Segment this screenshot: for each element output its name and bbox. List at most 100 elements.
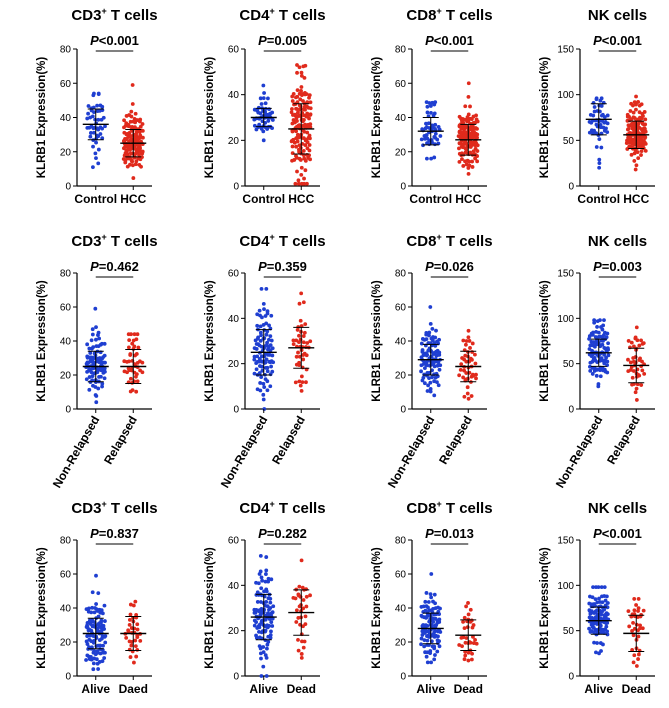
y-tick-label: 60	[395, 303, 407, 314]
data-point	[461, 120, 466, 125]
data-point	[457, 643, 462, 647]
x-category-label: Alive	[81, 682, 110, 696]
data-point	[131, 603, 136, 608]
data-point	[135, 647, 140, 652]
y-axis-label: KLRB1 Expression(%)	[36, 547, 48, 669]
y-tick-label: 100	[557, 314, 574, 325]
data-point	[468, 346, 472, 350]
data-point	[643, 148, 648, 153]
data-point	[134, 372, 139, 377]
data-point	[296, 648, 301, 653]
data-point	[629, 340, 634, 345]
data-point	[302, 181, 307, 186]
p-value: P=0.837	[90, 526, 139, 541]
data-point	[102, 656, 107, 660]
data-point	[134, 612, 139, 617]
data-point	[305, 130, 310, 135]
title-rest: T cells	[442, 500, 493, 517]
data-point	[633, 335, 638, 340]
data-point	[466, 171, 471, 176]
data-point	[433, 131, 438, 136]
data-point	[597, 161, 602, 166]
data-point	[258, 338, 263, 343]
data-point	[269, 338, 274, 343]
data-point	[630, 375, 635, 380]
data-point	[428, 380, 433, 385]
series-control	[417, 100, 444, 161]
data-point	[632, 151, 637, 156]
data-point	[265, 625, 270, 630]
data-point	[289, 110, 294, 115]
y-tick-label: 60	[395, 570, 407, 581]
data-point	[289, 139, 294, 144]
data-point	[127, 124, 132, 129]
data-point	[588, 368, 593, 373]
data-point	[466, 601, 470, 605]
data-point	[606, 341, 610, 346]
data-point	[299, 558, 304, 563]
data-point	[592, 320, 597, 325]
data-point	[130, 102, 135, 106]
title-main: CD3	[71, 7, 101, 24]
data-point	[259, 102, 264, 106]
data-point	[270, 126, 274, 131]
panel-9: CD3+ T cells P=0.837 0 20 40 60 80 KLRB1 Expres…	[36, 499, 158, 696]
data-point	[127, 338, 132, 343]
data-point	[254, 635, 259, 640]
data-point	[438, 363, 443, 368]
data-point	[140, 122, 145, 126]
panel-title: CD8+ T cells	[406, 499, 492, 517]
title-rest: T cells	[275, 7, 326, 24]
title-rest: T cells	[107, 233, 158, 250]
data-point	[297, 363, 302, 368]
y-tick-label: 150	[557, 536, 574, 547]
data-point	[429, 111, 433, 115]
p-value: P=0.462	[90, 259, 139, 274]
data-point	[426, 633, 430, 638]
data-point	[419, 636, 424, 641]
data-point	[605, 113, 610, 118]
data-point	[303, 614, 308, 619]
data-point	[140, 370, 145, 375]
data-point	[302, 129, 307, 134]
panel-6: CD4+ T cells P=0.359 0 20 40 60 KLRB1 Expressi…	[204, 232, 326, 490]
data-point	[133, 111, 138, 116]
panel-title: CD8+ T cells	[406, 6, 492, 24]
data-point	[634, 664, 639, 668]
data-point	[126, 345, 131, 350]
data-point	[255, 312, 260, 317]
data-point	[131, 176, 136, 180]
data-point	[605, 620, 610, 625]
data-point	[419, 341, 424, 346]
data-point	[633, 355, 638, 359]
data-point	[424, 654, 429, 659]
data-point	[100, 611, 105, 616]
title-main: CD4	[239, 7, 270, 24]
title-rest: T cells	[107, 7, 158, 24]
data-point	[135, 622, 140, 627]
data-point	[128, 376, 133, 381]
data-point	[433, 122, 438, 127]
data-point	[308, 593, 312, 598]
panel-4: NK cells P<0.001 0 50 100 150 KLRB1 Expression…	[539, 7, 655, 206]
data-point	[420, 348, 425, 352]
data-point	[261, 664, 266, 669]
data-point	[130, 341, 135, 346]
data-point	[259, 620, 264, 625]
data-point	[293, 112, 297, 117]
data-point	[428, 592, 433, 597]
data-point	[462, 615, 467, 620]
data-point	[292, 158, 297, 162]
data-point	[433, 335, 438, 340]
data-point	[470, 350, 474, 354]
data-point	[295, 139, 300, 144]
p-value-text: <0.001	[602, 33, 642, 48]
data-point	[295, 94, 300, 99]
data-point	[303, 622, 308, 627]
data-point	[103, 124, 107, 129]
data-point	[461, 338, 466, 343]
data-point	[466, 650, 471, 655]
p-symbol: P	[90, 259, 99, 274]
data-point	[297, 301, 302, 306]
y-tick-label: 40	[395, 113, 407, 124]
